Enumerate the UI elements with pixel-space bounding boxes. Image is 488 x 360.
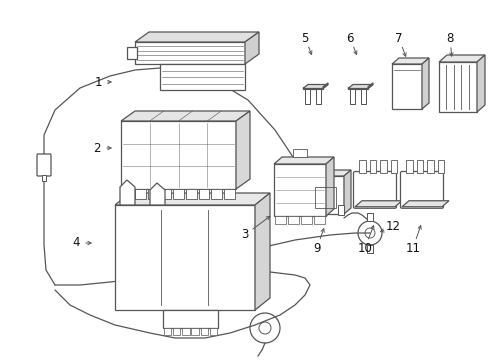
- Bar: [288, 216, 298, 224]
- Bar: [115, 205, 254, 310]
- FancyBboxPatch shape: [400, 171, 443, 208]
- Bar: [163, 310, 218, 328]
- FancyBboxPatch shape: [37, 154, 51, 176]
- Text: 4: 4: [72, 237, 80, 249]
- Polygon shape: [438, 62, 476, 112]
- Bar: [273, 164, 325, 216]
- Bar: [301, 216, 311, 224]
- Polygon shape: [401, 201, 448, 207]
- Bar: [305, 89, 310, 104]
- Polygon shape: [391, 64, 421, 109]
- Bar: [163, 328, 171, 335]
- Polygon shape: [303, 87, 323, 89]
- Bar: [185, 189, 196, 199]
- Bar: [416, 159, 422, 173]
- Bar: [358, 159, 365, 173]
- Bar: [173, 189, 183, 199]
- Polygon shape: [305, 170, 350, 176]
- Polygon shape: [120, 180, 135, 205]
- Bar: [200, 328, 207, 335]
- Bar: [209, 328, 217, 335]
- FancyBboxPatch shape: [353, 171, 396, 208]
- Bar: [427, 159, 433, 173]
- Polygon shape: [273, 157, 333, 164]
- Bar: [182, 328, 189, 335]
- Bar: [314, 187, 335, 208]
- Bar: [366, 213, 372, 221]
- Polygon shape: [347, 87, 367, 89]
- Bar: [314, 216, 324, 224]
- Polygon shape: [244, 32, 259, 64]
- Bar: [350, 89, 355, 104]
- Polygon shape: [236, 111, 249, 189]
- Text: 1: 1: [94, 76, 102, 89]
- Polygon shape: [254, 193, 269, 310]
- Text: 9: 9: [313, 242, 320, 255]
- Polygon shape: [121, 111, 249, 121]
- Bar: [211, 189, 222, 199]
- Bar: [127, 47, 137, 59]
- Bar: [122, 189, 132, 199]
- Text: 8: 8: [446, 31, 453, 45]
- Bar: [292, 149, 306, 157]
- Bar: [147, 189, 158, 199]
- Bar: [390, 159, 396, 173]
- Polygon shape: [303, 85, 327, 89]
- Bar: [369, 159, 375, 173]
- Polygon shape: [343, 170, 350, 214]
- Text: 5: 5: [301, 31, 308, 45]
- Polygon shape: [135, 32, 259, 42]
- Polygon shape: [305, 176, 343, 214]
- Polygon shape: [115, 193, 269, 205]
- Bar: [135, 189, 145, 199]
- Bar: [437, 159, 443, 173]
- Text: 11: 11: [405, 242, 420, 255]
- Bar: [366, 245, 372, 253]
- Polygon shape: [421, 58, 428, 109]
- Polygon shape: [391, 58, 428, 64]
- Bar: [275, 216, 285, 224]
- Polygon shape: [354, 201, 401, 207]
- Bar: [360, 89, 365, 104]
- Bar: [337, 205, 343, 215]
- Bar: [160, 189, 171, 199]
- Bar: [198, 189, 209, 199]
- Bar: [42, 175, 46, 181]
- Polygon shape: [367, 83, 372, 89]
- Text: 7: 7: [394, 31, 402, 45]
- Bar: [191, 328, 198, 335]
- Polygon shape: [347, 85, 372, 89]
- Bar: [406, 159, 412, 173]
- Polygon shape: [150, 183, 164, 205]
- Text: 6: 6: [346, 31, 353, 45]
- Bar: [173, 328, 180, 335]
- Polygon shape: [135, 42, 244, 64]
- Bar: [315, 89, 320, 104]
- Bar: [121, 121, 236, 189]
- Polygon shape: [323, 83, 327, 89]
- Polygon shape: [160, 64, 244, 90]
- Polygon shape: [476, 55, 484, 112]
- Text: 10: 10: [357, 242, 372, 255]
- Polygon shape: [325, 157, 333, 216]
- Bar: [380, 159, 386, 173]
- Text: 12: 12: [385, 220, 400, 234]
- Text: 3: 3: [241, 229, 248, 242]
- Polygon shape: [438, 55, 484, 62]
- Bar: [224, 189, 235, 199]
- Text: 2: 2: [93, 141, 101, 154]
